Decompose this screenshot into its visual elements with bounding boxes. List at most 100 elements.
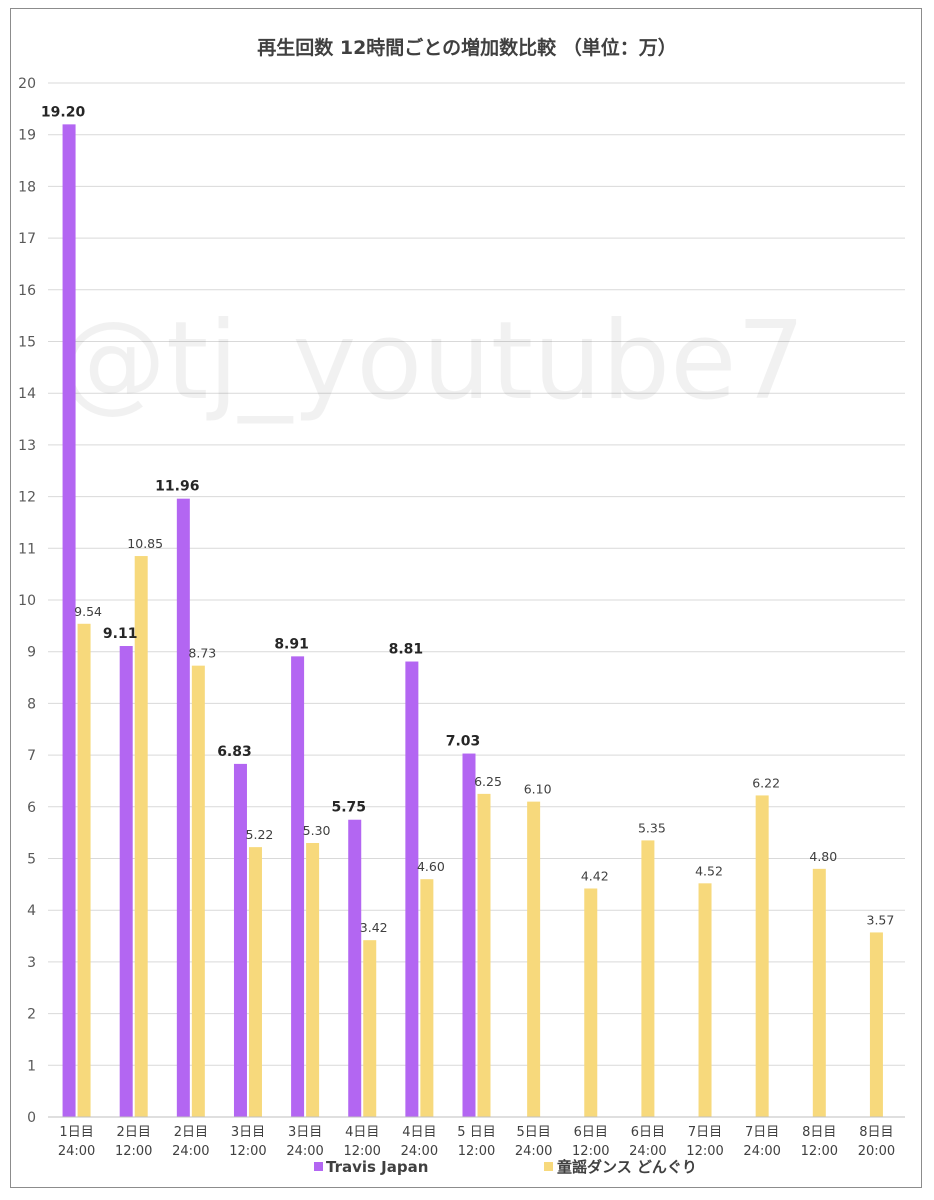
y-tick-label: 1 (27, 1058, 36, 1074)
bar-travis-japan (291, 656, 305, 1117)
bar-dongguri (77, 623, 91, 1117)
y-tick-label: 15 (18, 335, 36, 351)
chart-title: 再生回数 12時間ごとの増加数比較 （単位：万） (257, 36, 676, 59)
data-label-dongguri: 4.42 (581, 868, 609, 883)
x-tick-label-time: 12:00 (343, 1144, 380, 1159)
bar-travis-japan (462, 753, 476, 1117)
bar-travis-japan (405, 661, 419, 1117)
x-tick-label-time: 20:00 (858, 1144, 895, 1159)
watermark-text: @tj_youtube7 (58, 299, 805, 424)
data-label-dongguri: 5.35 (638, 820, 666, 835)
legend-swatch-travis-japan (314, 1162, 323, 1171)
bar-dongguri (191, 665, 205, 1117)
bar-dongguri (306, 842, 320, 1117)
bar-dongguri (527, 801, 541, 1117)
x-tick-label-time: 12:00 (801, 1144, 838, 1159)
x-tick-label-time: 24:00 (286, 1144, 323, 1159)
y-tick-label: 11 (18, 541, 36, 557)
bar-dongguri (641, 840, 655, 1117)
bar-travis-japan (176, 498, 190, 1118)
bar-dongguri (420, 879, 434, 1117)
y-tick-label: 20 (18, 76, 36, 92)
data-label-dongguri: 3.57 (867, 912, 895, 927)
y-tick-label: 12 (18, 490, 36, 506)
data-label-travis-japan: 7.03 (446, 734, 481, 750)
x-tick-label-day: 7日目 (688, 1125, 722, 1140)
x-tick-label-day: 4日目 (402, 1125, 436, 1140)
y-tick-label: 8 (27, 696, 36, 712)
x-tick-label-day: 7日目 (745, 1125, 779, 1140)
y-tick-label: 7 (27, 748, 36, 764)
bars (62, 124, 883, 1118)
x-tick-label-time: 24:00 (743, 1144, 780, 1159)
data-label-dongguri: 4.52 (695, 863, 723, 878)
x-tick-label-time: 12:00 (572, 1144, 609, 1159)
y-tick-label: 9 (27, 645, 36, 661)
legend-label-dongguri: 童謡ダンス どんぐり (557, 1158, 697, 1176)
bar-dongguri (698, 883, 712, 1117)
x-tick-label-time: 24:00 (58, 1144, 95, 1159)
data-label-travis-japan: 19.20 (41, 104, 86, 120)
x-tick-label-day: 6日目 (574, 1125, 608, 1140)
y-tick-label: 10 (18, 593, 36, 609)
bar-dongguri (869, 932, 883, 1117)
y-tick-label: 19 (18, 128, 36, 144)
data-label-dongguri: 6.25 (474, 774, 502, 789)
bar-dongguri (812, 868, 826, 1117)
data-label-dongguri: 5.30 (303, 823, 331, 838)
bar-dongguri (584, 888, 598, 1117)
x-tick-label-time: 12:00 (115, 1144, 152, 1159)
x-tick-label-time: 12:00 (229, 1144, 266, 1159)
x-tick-label-time: 12:00 (458, 1144, 495, 1159)
y-tick-label: 17 (18, 231, 36, 247)
data-label-travis-japan: 5.75 (331, 800, 366, 816)
x-tick-label-time: 24:00 (629, 1144, 666, 1159)
data-label-travis-japan: 8.81 (389, 642, 424, 658)
bar-dongguri (134, 556, 148, 1117)
x-tick-label-time: 24:00 (401, 1144, 438, 1159)
x-tick-label-day: 3日目 (231, 1125, 265, 1140)
data-label-dongguri: 3.42 (360, 920, 388, 935)
x-tick-label-day: 5日目 (516, 1125, 550, 1140)
bar-travis-japan (233, 763, 247, 1117)
data-label-dongguri: 9.54 (74, 604, 102, 619)
data-label-dongguri: 4.60 (417, 859, 445, 874)
x-tick-label-time: 24:00 (172, 1144, 209, 1159)
data-label-travis-japan: 11.96 (155, 479, 199, 495)
x-tick-label-time: 12:00 (686, 1144, 723, 1159)
y-tick-label: 2 (27, 1007, 36, 1023)
data-label-travis-japan: 8.91 (274, 636, 309, 652)
x-tick-label-day: 4日目 (345, 1125, 379, 1140)
x-tick-label-day: 8日目 (859, 1125, 893, 1140)
bar-dongguri (248, 847, 262, 1117)
y-tick-label: 5 (27, 852, 36, 868)
data-label-dongguri: 6.22 (752, 775, 780, 790)
y-tick-label: 18 (18, 179, 36, 195)
bar-dongguri (755, 795, 769, 1117)
x-tick-label-day: 8日目 (802, 1125, 836, 1140)
y-tick-label: 3 (27, 955, 36, 971)
bar-travis-japan (119, 646, 133, 1117)
data-label-travis-japan: 6.83 (217, 744, 252, 760)
y-tick-label: 14 (18, 386, 36, 402)
data-label-dongguri: 10.85 (127, 536, 163, 551)
bar-dongguri (363, 940, 377, 1117)
legend: Travis Japan 童謡ダンス どんぐり (314, 1158, 697, 1176)
x-axis-ticks: 1日目 24:00 2日目 12:00 2日目 24:00 3日目 12:00 3日目 24:00… (58, 1125, 895, 1159)
x-tick-label-day: 3日目 (288, 1125, 322, 1140)
y-tick-label: 13 (18, 438, 36, 454)
data-labels: 19.20 9.549.11 10.85 11.96 8.73 6.83 5.22 8.91 5… (41, 104, 894, 935)
bar-travis-japan (348, 819, 362, 1117)
legend-swatch-dongguri (544, 1162, 553, 1171)
y-tick-label: 4 (27, 903, 36, 919)
x-tick-label-day: 2日目 (174, 1125, 208, 1140)
y-tick-label: 6 (27, 800, 36, 816)
data-label-dongguri: 8.73 (188, 646, 216, 661)
bar-travis-japan (62, 124, 76, 1118)
grid-lines (48, 82, 905, 1066)
y-tick-label: 16 (18, 283, 36, 299)
data-label-dongguri: 6.10 (524, 782, 552, 797)
x-tick-label-day: 5 日目 (457, 1125, 495, 1140)
x-tick-label-day: 6日目 (631, 1125, 665, 1140)
